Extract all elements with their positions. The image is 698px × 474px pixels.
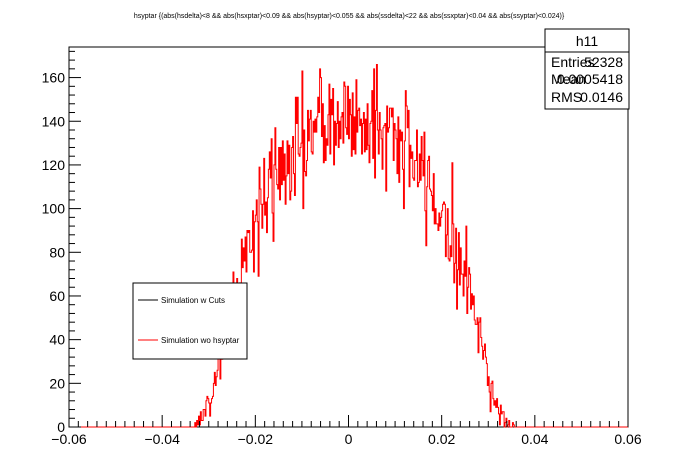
x-tick-label: 0.06 — [614, 431, 641, 447]
legend-label-simulation-w-cuts: Simulation w Cuts — [161, 296, 225, 305]
y-tick-label: 80 — [49, 244, 65, 260]
legend-label-simulation-wo-hsyptar: Simulation wo hsyptar — [161, 336, 240, 345]
stats-entries-label: Entries — [551, 54, 595, 70]
stats-rms-label: RMS — [551, 89, 582, 105]
stats-mean-value: 0.0005418 — [557, 71, 623, 87]
stats-entries-value: 52328 — [584, 54, 623, 70]
legend: Simulation w Cuts Simulation wo hsyptar — [132, 282, 248, 360]
x-tick-label: −0.04 — [144, 431, 180, 447]
y-tick-label: 160 — [42, 70, 66, 86]
stats-rms-value: 0.0146 — [580, 89, 623, 105]
stats-mean-label: Mean — [551, 71, 586, 87]
x-tick-label: 0.02 — [428, 431, 455, 447]
histogram-series-simulation-wo-hsyptar — [69, 63, 628, 428]
y-axis: 0 20 40 60 80 100 120 140 160 — [42, 50, 81, 435]
x-tick-label: 0.04 — [521, 431, 548, 447]
chart-title: hsyptar {(abs(hsdelta)<8 && abs(hsxptar)… — [134, 13, 565, 20]
stats-box: h11 Entries 52328 Mean 0.0005418 RMS 0.0… — [544, 28, 630, 110]
y-tick-label: 100 — [42, 201, 66, 217]
x-tick-label: −0.02 — [238, 431, 274, 447]
stats-box-name: h11 — [576, 33, 599, 49]
y-tick-label: 0 — [57, 419, 65, 435]
y-tick-label: 140 — [42, 113, 66, 129]
x-tick-label: 0 — [345, 431, 353, 447]
x-tick-label: −0.06 — [51, 431, 87, 447]
legend-frame — [132, 282, 248, 360]
y-tick-label: 120 — [42, 157, 66, 173]
y-tick-label: 60 — [49, 288, 65, 304]
y-tick-label: 20 — [49, 375, 65, 391]
y-tick-label: 40 — [49, 332, 65, 348]
stats-box-frame — [544, 28, 630, 110]
x-axis: −0.06 −0.04 −0.02 0 0.02 0.04 0.06 — [51, 415, 642, 447]
